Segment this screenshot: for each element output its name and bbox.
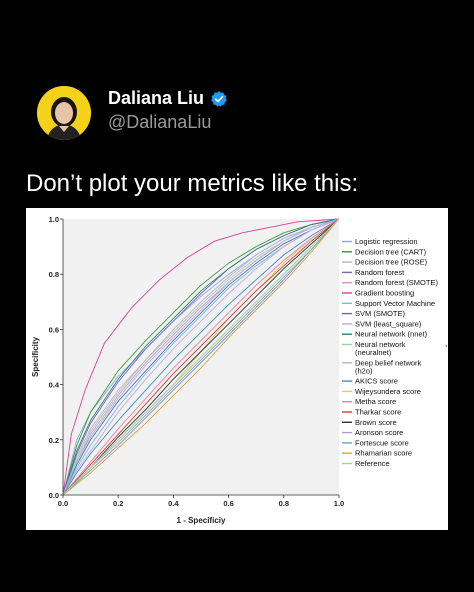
- series-line-14: [62, 218, 340, 496]
- legend-scroll-marker: ,: [445, 339, 447, 348]
- legend-label: Rhamarian score: [355, 449, 412, 458]
- series-line-18: [62, 218, 340, 496]
- tweet-text: Don’t plot your metrics like this:: [26, 170, 359, 197]
- series-line-2: [62, 218, 340, 496]
- y-tick-label: 0.8: [49, 270, 59, 279]
- legend-label: (neuralnet): [355, 348, 392, 357]
- series-line-20: [62, 218, 340, 496]
- series-line-19: [62, 218, 340, 496]
- verified-badge-icon: [211, 90, 227, 107]
- legend-label: Deep belief network: [355, 358, 422, 367]
- series-line-11: [62, 218, 340, 496]
- y-tick-label: 0.0: [49, 491, 59, 500]
- legend-label: Random forest: [355, 268, 405, 277]
- y-tick-label: 0.6: [49, 325, 59, 334]
- legend-label: Reference: [355, 459, 390, 468]
- x-tick-label: 1.0: [334, 499, 344, 508]
- author-handle[interactable]: @DalianaLiu: [108, 112, 212, 132]
- avatar[interactable]: [37, 86, 91, 140]
- x-tick-label: 0.4: [168, 499, 179, 508]
- x-tick-label: 0.0: [58, 499, 68, 508]
- series-line-8: [62, 218, 340, 496]
- series-line-5: [62, 218, 340, 496]
- legend-label: Tharkar score: [355, 408, 401, 417]
- x-tick-label: 0.2: [113, 499, 123, 508]
- x-axis-title: 1 - Specificiy: [177, 516, 226, 525]
- legend-label: SVM (SMOTE): [355, 309, 406, 318]
- y-tick-label: 1.0: [49, 215, 59, 224]
- legend-panel: [339, 219, 448, 495]
- legend-label: Support Vector Machine: [355, 299, 435, 308]
- legend-label: Aronson score: [355, 428, 403, 437]
- y-tick-label: 0.4: [49, 381, 60, 390]
- series-line-16: [62, 218, 340, 496]
- avatar-image: [37, 86, 91, 140]
- x-tick-label: 0.6: [223, 499, 233, 508]
- legend-label: Logistic regression: [355, 237, 418, 246]
- legend-label: Fortescue score: [355, 438, 409, 447]
- legend-label: Decision tree (CART): [355, 247, 427, 256]
- legend-label: Wijeysundera score: [355, 387, 421, 396]
- series-line-7: [62, 218, 340, 496]
- legend-label: Neural network (nnet): [355, 330, 428, 339]
- x-tick-label: 0.8: [279, 499, 289, 508]
- series-line-15: [62, 218, 340, 496]
- series-line-9: [62, 218, 340, 496]
- series-line-12: [62, 218, 340, 496]
- y-axis-title: Specificity: [31, 336, 40, 377]
- roc-chart: 0.0 0.2 0.4 0.6 0.8 1.0 0.0 0.2 0.4 0.6 0.8 1.0 1 …: [31, 215, 448, 525]
- legend-label: Metha score: [355, 397, 396, 406]
- legend-label: Brown score: [355, 418, 397, 427]
- series-line-17: [62, 218, 340, 496]
- chart-image: 0.0 0.2 0.4 0.6 0.8 1.0 0.0 0.2 0.4 0.6 0.8 1.0 1 …: [26, 208, 448, 530]
- legend-label: Decision tree (ROSE): [355, 258, 428, 267]
- legend-label: AKICS score: [355, 377, 398, 386]
- legend-label: Neural network: [355, 340, 406, 349]
- series-line-1: [62, 218, 340, 496]
- author-name[interactable]: Daliana Liu: [108, 88, 205, 108]
- y-tick-label: 0.2: [49, 436, 59, 445]
- legend-label: Gradient boosting: [355, 289, 414, 298]
- legend-label: (h2o): [355, 366, 373, 375]
- legend-label: Random forest (SMOTE): [355, 278, 438, 287]
- legend-label: SVM (least_square): [355, 319, 422, 328]
